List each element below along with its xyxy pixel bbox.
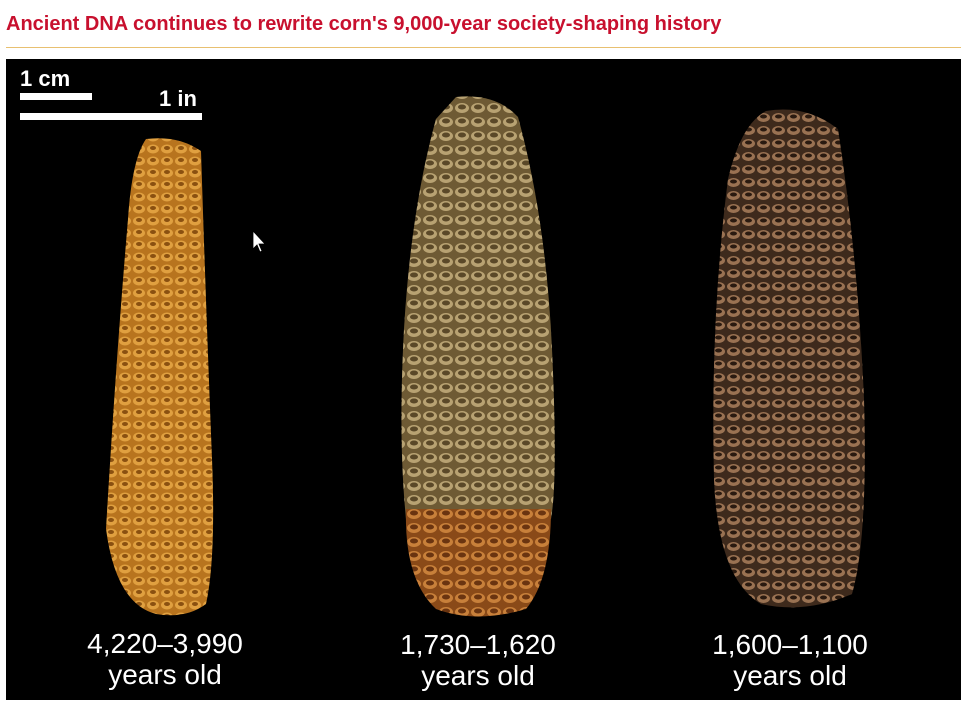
age-range: 4,220–3,990	[87, 628, 243, 659]
age-range: 1,600–1,100	[712, 629, 868, 660]
corn-cob-3	[713, 109, 865, 608]
article-title: Ancient DNA continues to rewrite corn's …	[6, 13, 722, 35]
age-unit: years old	[421, 660, 535, 691]
cm-bar	[20, 93, 92, 100]
age-unit: years old	[733, 660, 847, 691]
age-range: 1,730–1,620	[400, 629, 556, 660]
inch-label: 1 in	[159, 86, 197, 111]
corn-cob-2	[401, 96, 555, 519]
corn-cob-2-base	[405, 509, 551, 617]
inch-bar	[20, 113, 202, 120]
mouse-cursor	[252, 229, 266, 253]
corn-cob-1	[106, 138, 214, 616]
age-unit: years old	[108, 659, 222, 690]
title-rule	[6, 47, 961, 48]
corn-photo: 1 cm 1 in 4,220–3,990 years old 1,730–1,…	[6, 59, 961, 700]
cm-label: 1 cm	[20, 66, 70, 91]
